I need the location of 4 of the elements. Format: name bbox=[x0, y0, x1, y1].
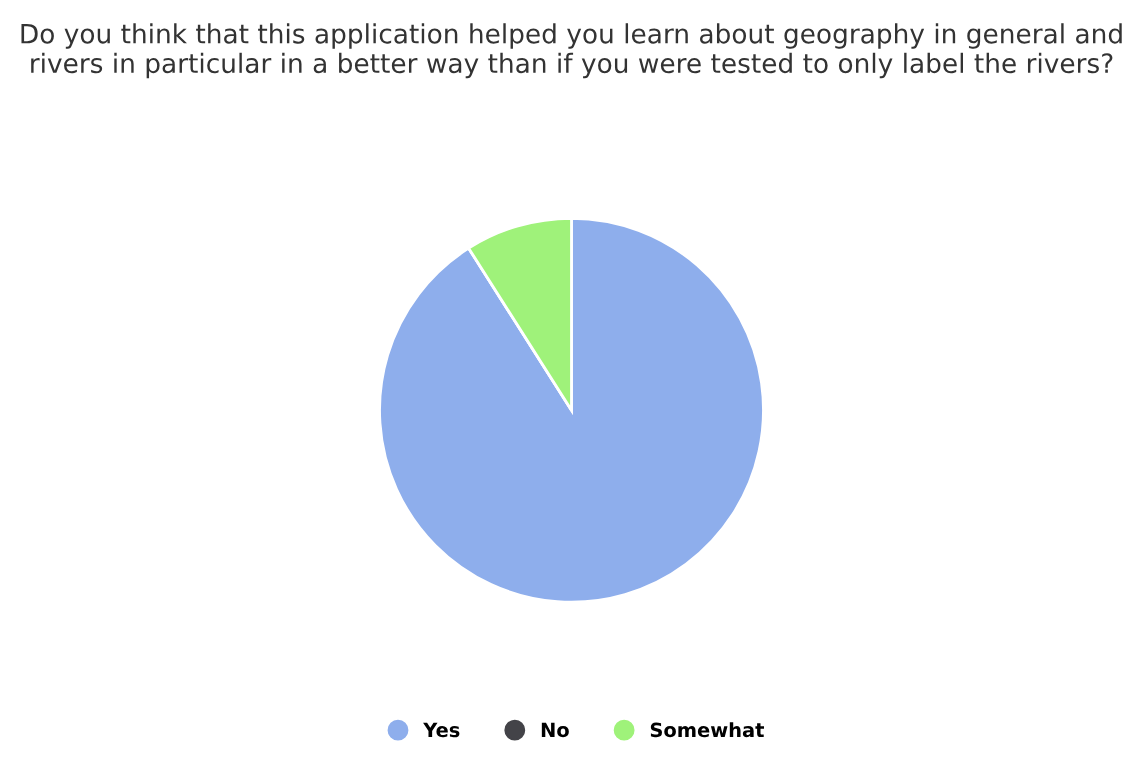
chart-title: Do you think that this application helped you learn about geography in general and rivers in particular in a better way than if you were tested to only label the rivers? bbox=[21, 23, 1122, 79]
legend-label: Yes bbox=[423, 722, 460, 738]
legend-label: No bbox=[541, 722, 569, 738]
legend-label: Somewhat bbox=[650, 722, 764, 738]
